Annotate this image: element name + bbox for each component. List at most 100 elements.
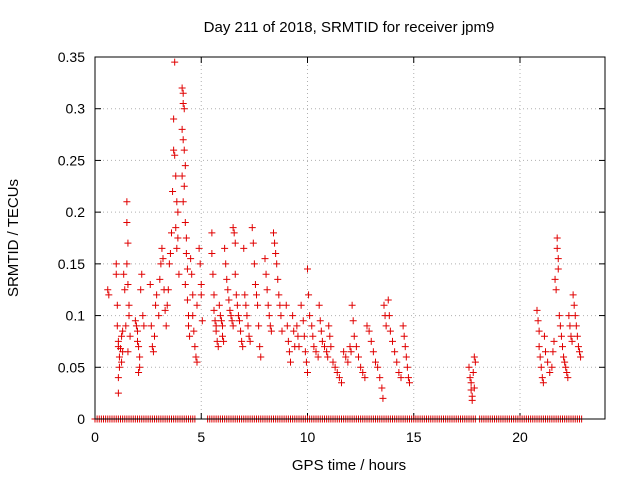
data-point xyxy=(379,394,387,402)
data-point xyxy=(404,374,412,382)
data-point xyxy=(233,301,241,309)
data-point xyxy=(384,296,392,304)
data-point xyxy=(574,343,582,351)
data-point xyxy=(222,260,230,268)
data-point xyxy=(304,265,311,273)
data-point xyxy=(126,332,134,340)
data-point xyxy=(174,234,182,242)
data-point xyxy=(265,312,273,320)
data-point xyxy=(359,368,367,376)
data-point xyxy=(181,162,189,170)
data-point xyxy=(123,260,131,268)
data-point xyxy=(386,327,394,335)
data-point xyxy=(179,136,187,144)
data-point xyxy=(180,182,188,190)
data-point xyxy=(140,322,148,330)
data-point xyxy=(245,332,253,340)
data-point xyxy=(572,322,580,330)
data-point xyxy=(385,312,393,320)
data-point xyxy=(226,306,234,314)
data-point xyxy=(151,332,158,340)
data-point xyxy=(134,337,141,345)
data-point xyxy=(139,312,147,320)
data-point xyxy=(352,343,360,351)
data-point xyxy=(188,270,196,278)
data-point xyxy=(114,389,122,397)
data-point xyxy=(305,291,313,299)
data-point xyxy=(302,358,310,366)
data-point xyxy=(380,301,388,309)
data-point xyxy=(134,327,141,335)
data-point xyxy=(542,348,549,356)
data-point xyxy=(274,275,282,283)
data-point xyxy=(376,374,384,382)
data-point xyxy=(271,239,279,247)
data-point xyxy=(147,322,155,330)
data-point xyxy=(282,301,290,309)
data-point xyxy=(546,368,554,376)
axis-ticks xyxy=(94,56,605,420)
data-point xyxy=(340,348,348,356)
data-point xyxy=(556,322,564,330)
data-point xyxy=(197,281,205,289)
data-point xyxy=(276,301,284,309)
data-point xyxy=(195,244,203,252)
data-point xyxy=(135,343,143,351)
data-point xyxy=(118,332,126,340)
data-point xyxy=(270,229,277,237)
data-point xyxy=(283,322,291,330)
data-point xyxy=(246,337,254,345)
data-point xyxy=(248,224,256,232)
data-point xyxy=(182,234,190,242)
x-tick-label: 0 xyxy=(91,429,99,445)
data-point xyxy=(243,312,251,320)
data-point xyxy=(361,374,369,382)
y-tick-label: 0.3 xyxy=(66,101,86,117)
data-point xyxy=(136,363,144,371)
data-point xyxy=(124,281,132,289)
data-point xyxy=(131,317,139,325)
data-point xyxy=(162,322,170,330)
data-point xyxy=(236,317,243,325)
data-point xyxy=(242,301,250,309)
data-point xyxy=(372,358,379,366)
data-point xyxy=(397,374,405,382)
data-point xyxy=(180,146,188,154)
data-point xyxy=(553,244,561,252)
data-point xyxy=(115,353,123,361)
data-point xyxy=(253,291,260,299)
plot-frame xyxy=(94,56,606,420)
data-point xyxy=(301,348,309,356)
data-point xyxy=(316,317,324,325)
data-point xyxy=(229,322,237,330)
data-point xyxy=(467,379,475,387)
data-point xyxy=(290,327,298,335)
data-point xyxy=(471,358,479,366)
data-point xyxy=(335,374,343,382)
data-point xyxy=(571,312,579,320)
data-point xyxy=(564,374,572,382)
data-point xyxy=(277,312,285,320)
data-point xyxy=(223,275,231,283)
data-point xyxy=(554,265,562,273)
data-point xyxy=(266,322,274,330)
data-point xyxy=(326,332,334,340)
data-point xyxy=(267,327,275,335)
y-axis-label: SRMTID / TECUs xyxy=(5,179,22,297)
data-point xyxy=(136,353,144,361)
data-point xyxy=(112,260,120,268)
data-point xyxy=(138,270,146,278)
data-point xyxy=(219,322,226,330)
data-point xyxy=(327,343,335,351)
data-point xyxy=(295,343,303,351)
data-point xyxy=(333,368,341,376)
data-point xyxy=(355,353,362,361)
data-point xyxy=(249,239,257,247)
data-point xyxy=(300,332,308,340)
data-point xyxy=(173,244,181,252)
data-point xyxy=(559,343,566,351)
x-tick-label: 15 xyxy=(406,429,422,445)
data-point xyxy=(565,312,573,320)
data-point xyxy=(212,327,220,335)
data-point xyxy=(198,317,206,325)
